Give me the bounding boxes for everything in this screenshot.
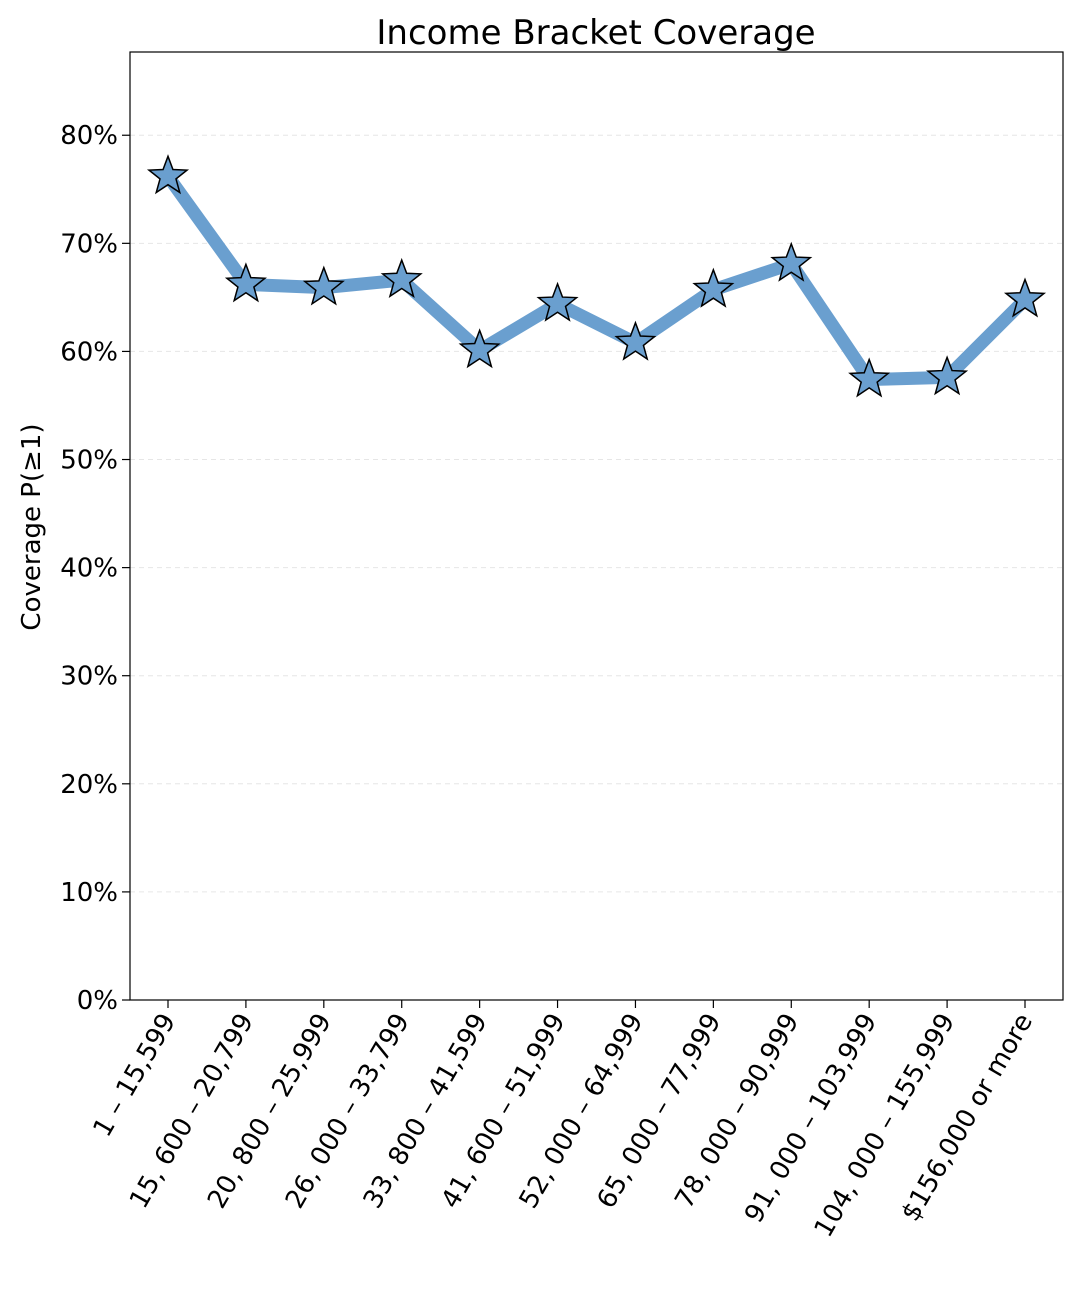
y-tick-label: 20% [60,770,118,800]
grid-lines [130,134,1063,1001]
data-point-star [146,154,190,195]
y-axis-label: Coverage P(≥1) [17,423,47,630]
data-point-star [380,257,423,298]
chart-title: Income Bracket Coverage [376,13,815,53]
data-point-star [1003,277,1047,318]
data-point-star [692,267,735,308]
y-tick-label: 60% [60,337,118,367]
data-point-star [848,357,891,398]
data-point-star [770,241,813,282]
y-tick-label: 30% [60,662,118,692]
y-tick-label: 40% [60,554,118,584]
y-tick-label: 10% [60,878,118,908]
data-point-star [224,262,267,303]
y-tick-label: 70% [60,229,118,259]
y-axis: 0% 10% 20% 30% 40% 50% 60% 70% 80% [60,121,130,1016]
data-point-star [926,355,969,396]
data-point-star [536,281,579,322]
y-tick-label: 80% [60,121,118,151]
series-line-group [146,154,1047,398]
series-line [161,169,1032,387]
data-point-star [302,265,345,306]
data-point-star [458,328,501,369]
data-point-star [614,320,657,361]
y-tick-label: 50% [60,446,118,476]
x-tick-label: 104, 000 – 155,999 [809,1009,961,1243]
y-tick-label: 0% [77,986,118,1016]
plot-frame [129,51,1064,1001]
